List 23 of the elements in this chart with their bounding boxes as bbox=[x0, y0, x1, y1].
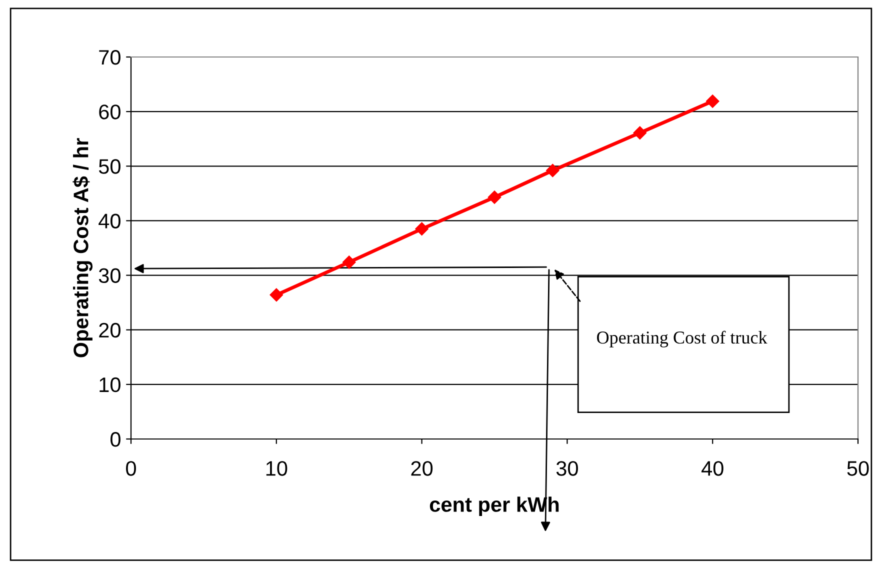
x-tick-label: 30 bbox=[556, 461, 578, 476]
point bbox=[633, 126, 646, 140]
annotation: Operating Cost of truck bbox=[597, 330, 768, 348]
y-tick-label: 20 bbox=[99, 322, 120, 338]
y-tick-label: 30 bbox=[98, 268, 120, 284]
x-tick-label: 40 bbox=[701, 461, 724, 476]
point bbox=[488, 190, 502, 204]
point bbox=[342, 256, 356, 269]
y-tick-label: 10 bbox=[100, 377, 120, 392]
point bbox=[706, 94, 720, 108]
y-tick-label: 0 bbox=[110, 432, 120, 447]
x-tick-label: 0 bbox=[126, 461, 136, 476]
y-tick-label: 70 bbox=[99, 50, 120, 65]
y-tick-label: 40 bbox=[98, 214, 120, 228]
y-tick-label: 50 bbox=[98, 159, 120, 174]
point bbox=[270, 288, 283, 302]
x-tick-label: 50 bbox=[847, 461, 869, 476]
point bbox=[415, 222, 428, 236]
x-tick-label: 10 bbox=[266, 461, 288, 476]
x-tick-label: 20 bbox=[411, 461, 433, 476]
y-axis-title: Operating Cost A$ / hr bbox=[72, 138, 93, 358]
point bbox=[546, 164, 560, 178]
y-tick-label: 60 bbox=[99, 104, 120, 120]
